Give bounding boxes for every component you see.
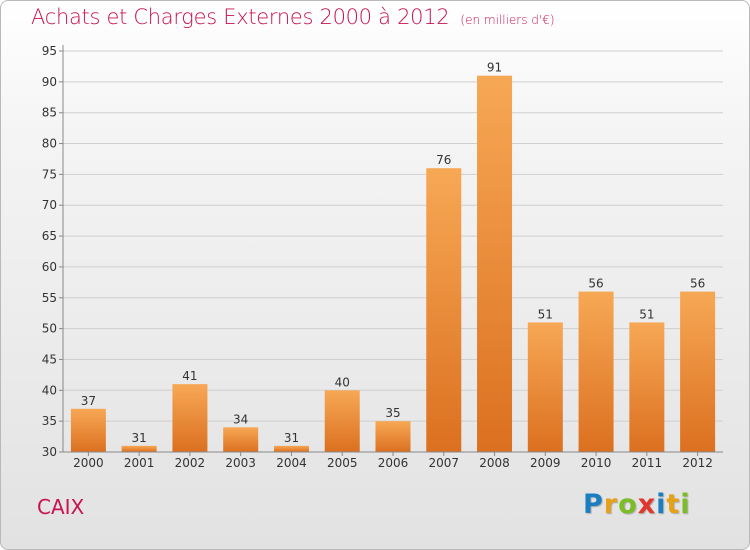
x-tick-label: 2008 xyxy=(479,456,510,470)
y-tick-label: 90 xyxy=(42,75,57,89)
bar-value-label: 31 xyxy=(284,431,299,445)
x-tick-label: 2007 xyxy=(428,456,459,470)
chart-title: Achats et Charges Externes 2000 à 2012 (… xyxy=(31,5,555,29)
y-tick-label: 75 xyxy=(42,167,57,181)
bar xyxy=(223,427,259,452)
bar-value-label: 56 xyxy=(690,277,705,291)
logo-letter: r xyxy=(603,489,619,520)
y-tick-label: 40 xyxy=(42,383,57,397)
axes xyxy=(62,45,723,453)
x-tick-label: 2010 xyxy=(581,456,612,470)
x-tick-label: 2001 xyxy=(124,456,155,470)
bar-value-label: 76 xyxy=(436,153,451,167)
logo-letter: t xyxy=(666,489,681,520)
y-tick-label: 65 xyxy=(42,229,57,243)
y-tick-label: 45 xyxy=(42,352,57,366)
y-tick-label: 50 xyxy=(42,322,57,336)
bar-value-label: 41 xyxy=(182,369,197,383)
bar-value-label: 51 xyxy=(639,307,654,321)
x-tick-label: 2009 xyxy=(530,456,561,470)
bar xyxy=(324,390,360,452)
logo-letter: i xyxy=(656,489,667,520)
bar xyxy=(375,421,411,452)
y-tick-label: 35 xyxy=(42,414,57,428)
x-tick-label: 2005 xyxy=(327,456,358,470)
x-axis-ticks: 2000 2001 2002 2003 2004 2005 2006 2007 2008 2009… xyxy=(73,452,713,470)
bar xyxy=(172,384,208,452)
bars xyxy=(70,75,716,452)
x-tick-label: 2004 xyxy=(276,456,307,470)
bar-value-label: 40 xyxy=(335,375,350,389)
x-tick-label: 2011 xyxy=(632,456,663,470)
commune-name: CAIX xyxy=(37,495,85,519)
grid-lines xyxy=(63,50,723,453)
bar-value-label: 56 xyxy=(588,277,603,291)
bar xyxy=(273,445,309,452)
bar xyxy=(578,291,614,452)
logo-letter: x xyxy=(637,489,657,520)
chart-title-main: Achats et Charges Externes 2000 à 2012 xyxy=(31,5,450,29)
bar-value-label: 37 xyxy=(81,394,96,408)
y-tick-label: 55 xyxy=(42,291,57,305)
x-tick-label: 2000 xyxy=(73,456,104,470)
bar xyxy=(70,408,106,452)
x-tick-label: 2002 xyxy=(175,456,206,470)
y-tick-label: 80 xyxy=(42,137,57,151)
y-tick-label: 95 xyxy=(42,44,57,58)
logo-letter: P xyxy=(583,489,604,520)
bar-value-label: 34 xyxy=(233,412,248,426)
chart-title-unit: (en milliers d'€) xyxy=(460,13,555,27)
y-axis-ticks: 30 35 40 45 50 55 60 65 70 75 80 85 90 95 xyxy=(42,44,63,459)
bar xyxy=(426,168,462,452)
bar xyxy=(527,322,563,452)
x-tick-label: 2003 xyxy=(225,456,256,470)
bar-value-label: 31 xyxy=(132,431,147,445)
bar-value-label: 51 xyxy=(538,307,553,321)
bar xyxy=(121,445,157,452)
bar-value-label: 91 xyxy=(487,61,502,75)
bar xyxy=(680,291,716,452)
bar xyxy=(629,322,665,452)
y-tick-label: 85 xyxy=(42,106,57,120)
y-tick-label: 30 xyxy=(42,445,57,459)
bar-value-label: 35 xyxy=(385,406,400,420)
proxiti-logo: Proxiti xyxy=(583,489,691,520)
x-tick-label: 2006 xyxy=(378,456,409,470)
y-tick-label: 60 xyxy=(42,260,57,274)
bar xyxy=(477,75,513,452)
y-tick-label: 70 xyxy=(42,198,57,212)
bar-value-labels: 37 31 41 34 31 40 35 76 91 51 56 51 56 xyxy=(81,61,706,445)
logo-letter: o xyxy=(618,489,638,520)
x-tick-label: 2012 xyxy=(682,456,713,470)
logo-letter: i xyxy=(680,489,691,520)
